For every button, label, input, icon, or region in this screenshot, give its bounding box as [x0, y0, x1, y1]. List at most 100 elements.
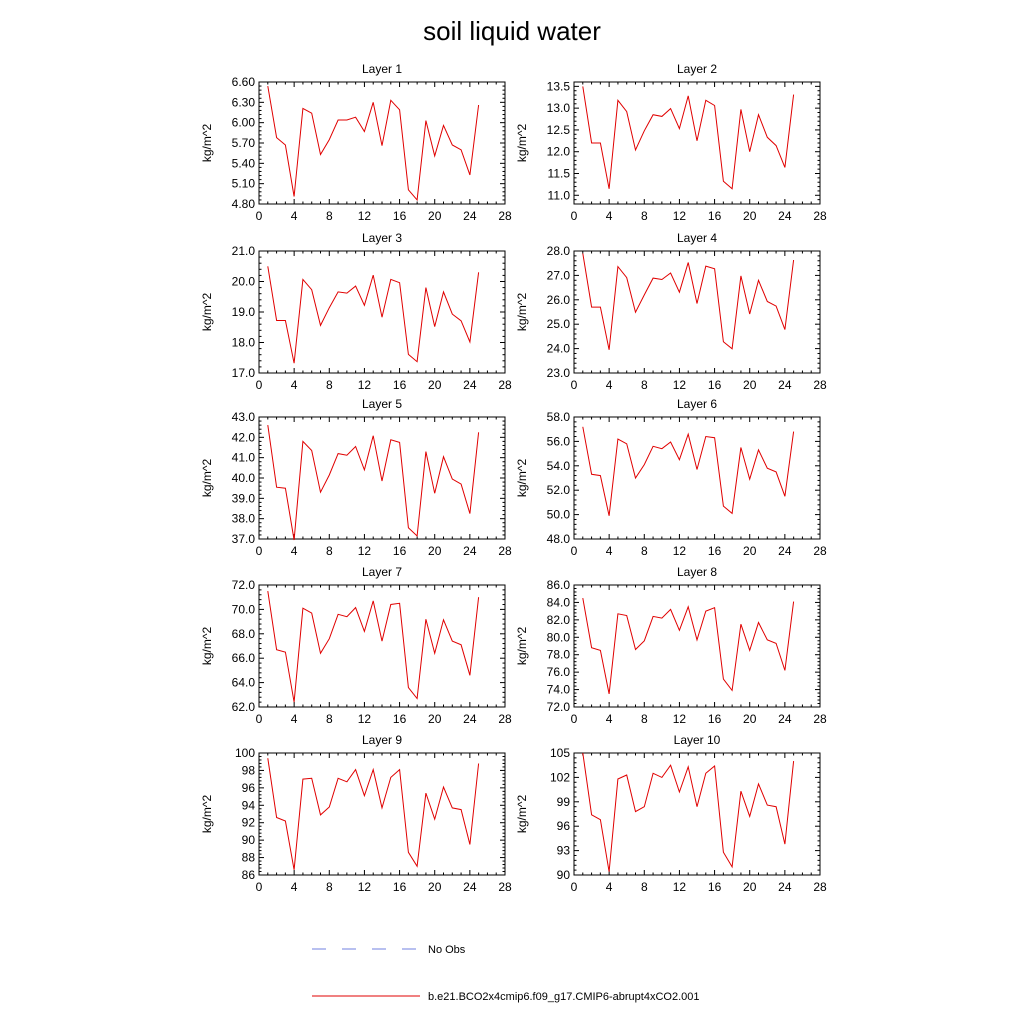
x-tick-label: 8 — [641, 712, 648, 726]
y-tick-label: 23.0 — [547, 366, 571, 380]
panel-layer-3: Layer 3 0 4 8 12 16 20 24 28 17.0 18.0 19.0 20.0 21.0… — [200, 231, 512, 392]
y-tick-label: 11.0 — [548, 188, 571, 202]
y-tick-label: 86.0 — [547, 578, 571, 592]
plot-frame — [258, 584, 506, 708]
y-tick-label: 25.0 — [547, 317, 571, 331]
y-axis-label: kg/m^2 — [200, 795, 214, 834]
x-tick-label: 16 — [393, 544, 407, 558]
y-axis-label: kg/m^2 — [200, 459, 214, 498]
x-tick-label: 4 — [291, 544, 298, 558]
y-tick-label: 80.0 — [547, 630, 571, 644]
plot-frame — [258, 250, 506, 374]
legend-label-model: b.e21.BCO2x4cmip6.f09_g17.CMIP6-abrupt4x… — [428, 991, 700, 1003]
series-line-layer-9 — [267, 758, 480, 870]
y-tick-label: 41.0 — [232, 451, 256, 465]
x-tick-label: 16 — [708, 209, 722, 223]
x-tick-label: 0 — [256, 378, 263, 392]
y-tick-label: 5.70 — [232, 136, 256, 150]
x-tick-label: 28 — [813, 544, 827, 558]
panel-title: Layer 8 — [677, 565, 717, 579]
y-tick-label: 100 — [235, 746, 255, 760]
x-tick-label: 16 — [708, 880, 722, 894]
x-tick-label: 28 — [813, 209, 827, 223]
x-tick-label: 0 — [256, 880, 263, 894]
y-tick-label: 18.0 — [232, 336, 256, 350]
x-tick-label: 28 — [813, 880, 827, 894]
x-tick-label: 20 — [428, 880, 442, 894]
y-axis-label: kg/m^2 — [200, 124, 214, 163]
plot-frame — [258, 752, 506, 876]
x-tick-label: 8 — [326, 378, 333, 392]
panel-layer-10: Layer 10 0 4 8 12 16 20 24 28 90 93 96 99 102 105 kg/m^… — [515, 733, 827, 894]
y-tick-label: 70.0 — [232, 602, 256, 616]
series-line-layer-1 — [267, 86, 480, 202]
y-tick-label: 74.0 — [547, 683, 571, 697]
panel-title: Layer 6 — [677, 397, 717, 411]
plot-frame — [573, 584, 821, 708]
series-line-layer-10 — [582, 752, 795, 872]
panel-title: Layer 1 — [362, 62, 402, 76]
y-tick-label: 66.0 — [232, 651, 256, 665]
series-line-layer-3 — [267, 266, 480, 364]
y-axis-label: kg/m^2 — [200, 293, 214, 332]
x-tick-label: 16 — [708, 544, 722, 558]
x-tick-label: 12 — [673, 209, 687, 223]
panel-layer-8: Layer 8 0 4 8 12 16 20 24 28 72.0 74.0 76.0 78.0 80.0… — [515, 565, 827, 726]
x-tick-label: 20 — [428, 378, 442, 392]
y-tick-label: 93 — [557, 844, 571, 858]
x-tick-label: 20 — [428, 209, 442, 223]
y-tick-label: 13.0 — [547, 101, 571, 115]
x-tick-label: 24 — [463, 712, 477, 726]
x-tick-label: 24 — [463, 378, 477, 392]
legend: No Obs b.e21.BCO2x4cmip6.f09_g17.CMIP6-a… — [312, 944, 700, 1003]
y-tick-label: 96 — [242, 781, 256, 795]
panel-layer-1: Layer 1 0 4 8 12 16 20 24 28 4.80 5.10 5.40 5.70 6.00… — [200, 62, 512, 223]
y-tick-label: 86 — [242, 868, 256, 882]
y-tick-label: 19.0 — [232, 305, 256, 319]
series-line-layer-7 — [267, 591, 480, 703]
y-tick-label: 6.60 — [232, 75, 256, 89]
panel-layer-7: Layer 7 0 4 8 12 16 20 24 28 62.0 64.0 66.0 68.0 70.0… — [200, 565, 512, 726]
x-tick-label: 20 — [743, 880, 757, 894]
y-tick-label: 94 — [242, 798, 256, 812]
x-tick-label: 16 — [393, 209, 407, 223]
figure-title: soil liquid water — [423, 16, 601, 46]
x-tick-label: 12 — [673, 378, 687, 392]
x-tick-label: 28 — [498, 378, 512, 392]
y-tick-label: 24.0 — [547, 342, 571, 356]
panel-title: Layer 9 — [362, 733, 402, 747]
panel-title: Layer 3 — [362, 231, 402, 245]
plot-frame — [573, 416, 821, 540]
x-tick-label: 12 — [358, 544, 372, 558]
y-axis-label: kg/m^2 — [515, 124, 529, 163]
x-tick-label: 4 — [606, 880, 613, 894]
x-tick-label: 24 — [778, 544, 792, 558]
x-tick-label: 8 — [326, 544, 333, 558]
y-tick-label: 5.10 — [232, 177, 256, 191]
x-tick-label: 4 — [291, 378, 298, 392]
y-axis-label: kg/m^2 — [515, 627, 529, 666]
x-tick-label: 4 — [291, 712, 298, 726]
x-tick-label: 28 — [813, 378, 827, 392]
x-tick-label: 0 — [256, 209, 263, 223]
panel-layer-5: Layer 5 0 4 8 12 16 20 24 28 37.0 38.0 39.0 40.0 41.0… — [200, 397, 512, 558]
series-line-layer-2 — [582, 86, 795, 190]
x-tick-label: 8 — [326, 209, 333, 223]
y-tick-label: 84.0 — [547, 595, 571, 609]
y-tick-label: 48.0 — [547, 532, 571, 546]
y-axis-label: kg/m^2 — [515, 293, 529, 332]
y-tick-label: 11.5 — [548, 167, 571, 181]
x-tick-label: 12 — [673, 712, 687, 726]
series-line-layer-8 — [582, 598, 795, 694]
x-tick-label: 4 — [606, 712, 613, 726]
x-tick-label: 0 — [571, 209, 578, 223]
panel-layer-4: Layer 4 0 4 8 12 16 20 24 28 23.0 24.0 25.0 26.0 27.0… — [515, 231, 827, 392]
plot-frame — [573, 250, 821, 374]
y-tick-label: 20.0 — [232, 275, 256, 289]
y-tick-label: 54.0 — [547, 459, 571, 473]
y-tick-label: 13.5 — [547, 79, 571, 93]
x-tick-label: 28 — [498, 880, 512, 894]
x-tick-label: 8 — [641, 378, 648, 392]
x-tick-label: 24 — [778, 378, 792, 392]
x-tick-label: 20 — [743, 209, 757, 223]
